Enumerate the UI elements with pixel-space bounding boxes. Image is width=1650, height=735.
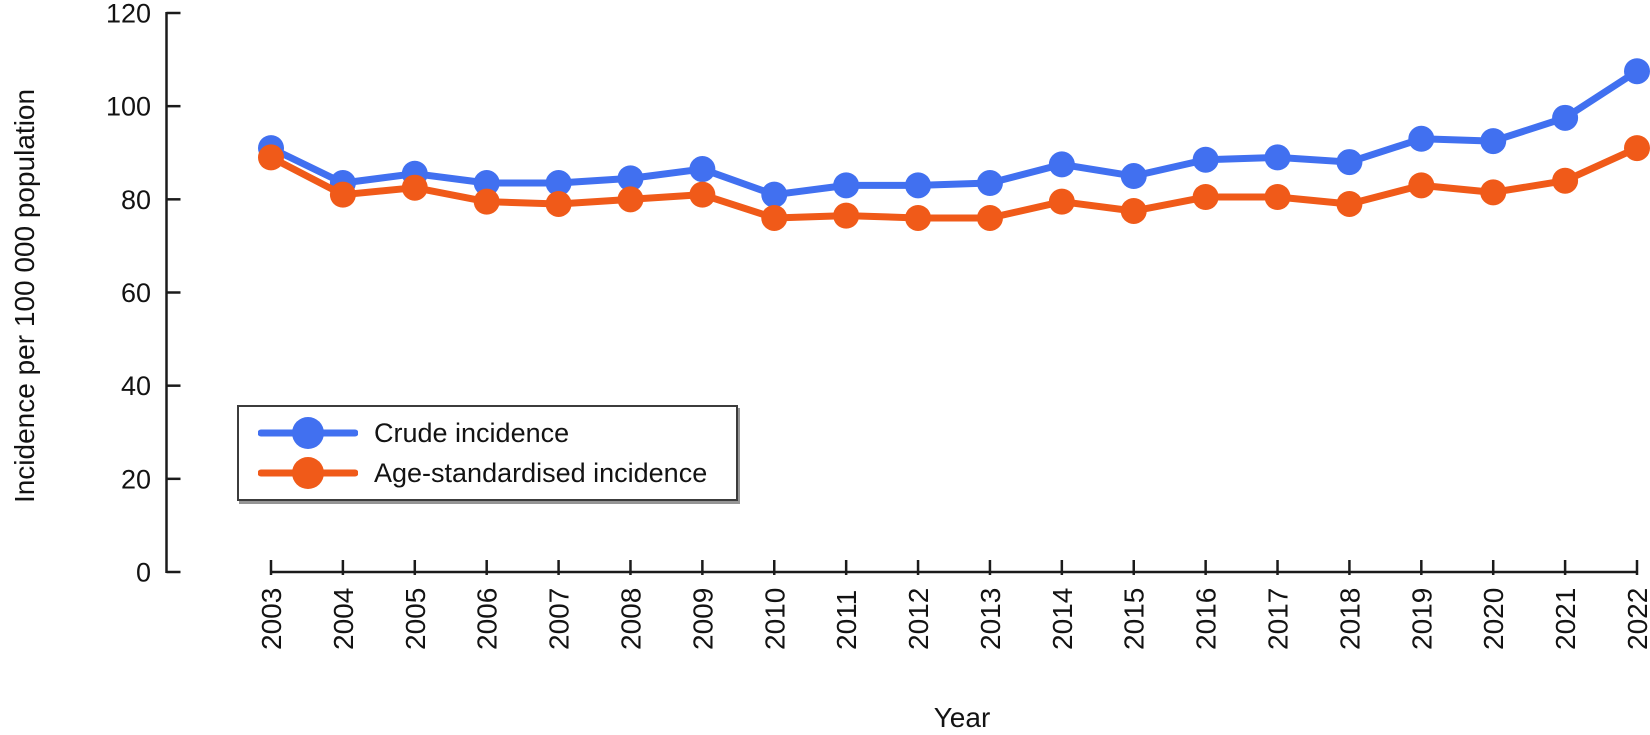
data-point-crude-incidence [617, 165, 644, 192]
x-tick-label: 2015 [1119, 588, 1150, 650]
data-point-age-standardised-incidence [976, 204, 1003, 231]
y-tick-label: 120 [106, 0, 151, 29]
data-point-crude-incidence [905, 172, 932, 199]
legend: Crude incidence Age-standardised inciden… [237, 405, 738, 501]
data-point-age-standardised-incidence [833, 202, 860, 229]
data-point-crude-incidence [1408, 125, 1435, 152]
data-point-crude-incidence [1336, 149, 1363, 176]
crude-incidence-swatch-icon [258, 417, 358, 449]
data-point-crude-incidence [545, 170, 572, 197]
data-point-age-standardised-incidence [1048, 188, 1075, 215]
data-point-crude-incidence [1264, 144, 1291, 171]
data-point-age-standardised-incidence [1552, 167, 1579, 194]
x-tick-label: 2022 [1622, 588, 1650, 650]
data-point-age-standardised-incidence [761, 204, 788, 231]
data-point-age-standardised-incidence [1120, 197, 1147, 224]
x-tick-label: 2006 [472, 588, 503, 650]
x-tick-label: 2013 [975, 588, 1006, 650]
y-tick-label: 40 [121, 371, 151, 401]
data-point-age-standardised-incidence [1408, 172, 1435, 199]
legend-marker-sample [292, 457, 324, 489]
x-tick-label: 2014 [1047, 588, 1078, 650]
x-tick-label: 2012 [903, 588, 934, 650]
x-tick-label: 2021 [1550, 588, 1581, 650]
data-point-crude-incidence [1048, 151, 1075, 178]
x-tick-label: 2010 [759, 588, 790, 650]
data-point-crude-incidence [1480, 128, 1507, 155]
data-point-age-standardised-incidence [905, 204, 932, 231]
data-point-crude-incidence [1552, 104, 1579, 131]
data-point-age-standardised-incidence [689, 181, 716, 208]
y-tick-label: 80 [121, 185, 151, 215]
data-point-crude-incidence [1120, 163, 1147, 190]
data-point-age-standardised-incidence [545, 190, 572, 217]
data-point-age-standardised-incidence [617, 186, 644, 213]
data-point-crude-incidence [1192, 146, 1219, 173]
x-tick-label: 2019 [1406, 588, 1437, 650]
data-point-age-standardised-incidence [401, 174, 428, 201]
data-point-crude-incidence [761, 181, 788, 208]
legend-label-age-standardised: Age-standardised incidence [374, 457, 708, 488]
x-tick-label: 2008 [615, 588, 646, 650]
y-tick-label: 100 [106, 92, 151, 122]
legend-item-age-standardised-incidence: Age-standardised incidence [258, 455, 736, 491]
x-tick-label: 2020 [1478, 588, 1509, 650]
legend-marker-sample [292, 417, 324, 449]
data-point-age-standardised-incidence [1264, 184, 1291, 211]
data-point-crude-incidence [473, 170, 500, 197]
x-tick-label: 2007 [544, 588, 575, 650]
x-tick-label: 2004 [328, 588, 359, 650]
y-tick-label: 0 [136, 558, 151, 588]
x-tick-label: 2009 [687, 588, 718, 650]
x-tick-label: 2017 [1263, 588, 1294, 650]
x-tick-label: 2018 [1334, 588, 1365, 650]
y-tick-label: 20 [121, 464, 151, 494]
data-point-age-standardised-incidence [1624, 135, 1650, 162]
data-point-age-standardised-incidence [329, 181, 356, 208]
data-point-crude-incidence [1624, 58, 1650, 85]
y-tick-label: 60 [121, 278, 151, 308]
data-point-age-standardised-incidence [473, 188, 500, 215]
data-point-age-standardised-incidence [1192, 184, 1219, 211]
y-axis-title: Incidence per 100 000 population [9, 89, 40, 503]
legend-label-crude: Crude incidence [374, 417, 570, 448]
x-tick-label: 2005 [400, 588, 431, 650]
data-point-age-standardised-incidence [258, 144, 284, 171]
x-tick-label: 2011 [831, 590, 862, 650]
data-point-crude-incidence [976, 170, 1003, 197]
data-point-age-standardised-incidence [1336, 190, 1363, 217]
data-point-crude-incidence [689, 156, 716, 183]
x-tick-label: 2016 [1191, 588, 1222, 650]
x-tick-label: 2003 [256, 588, 287, 650]
age-standardised-swatch-icon [258, 457, 358, 489]
data-point-age-standardised-incidence [1480, 179, 1507, 206]
data-point-crude-incidence [833, 172, 860, 199]
x-axis-title: Year [934, 702, 991, 733]
legend-item-crude-incidence: Crude incidence [258, 415, 736, 451]
